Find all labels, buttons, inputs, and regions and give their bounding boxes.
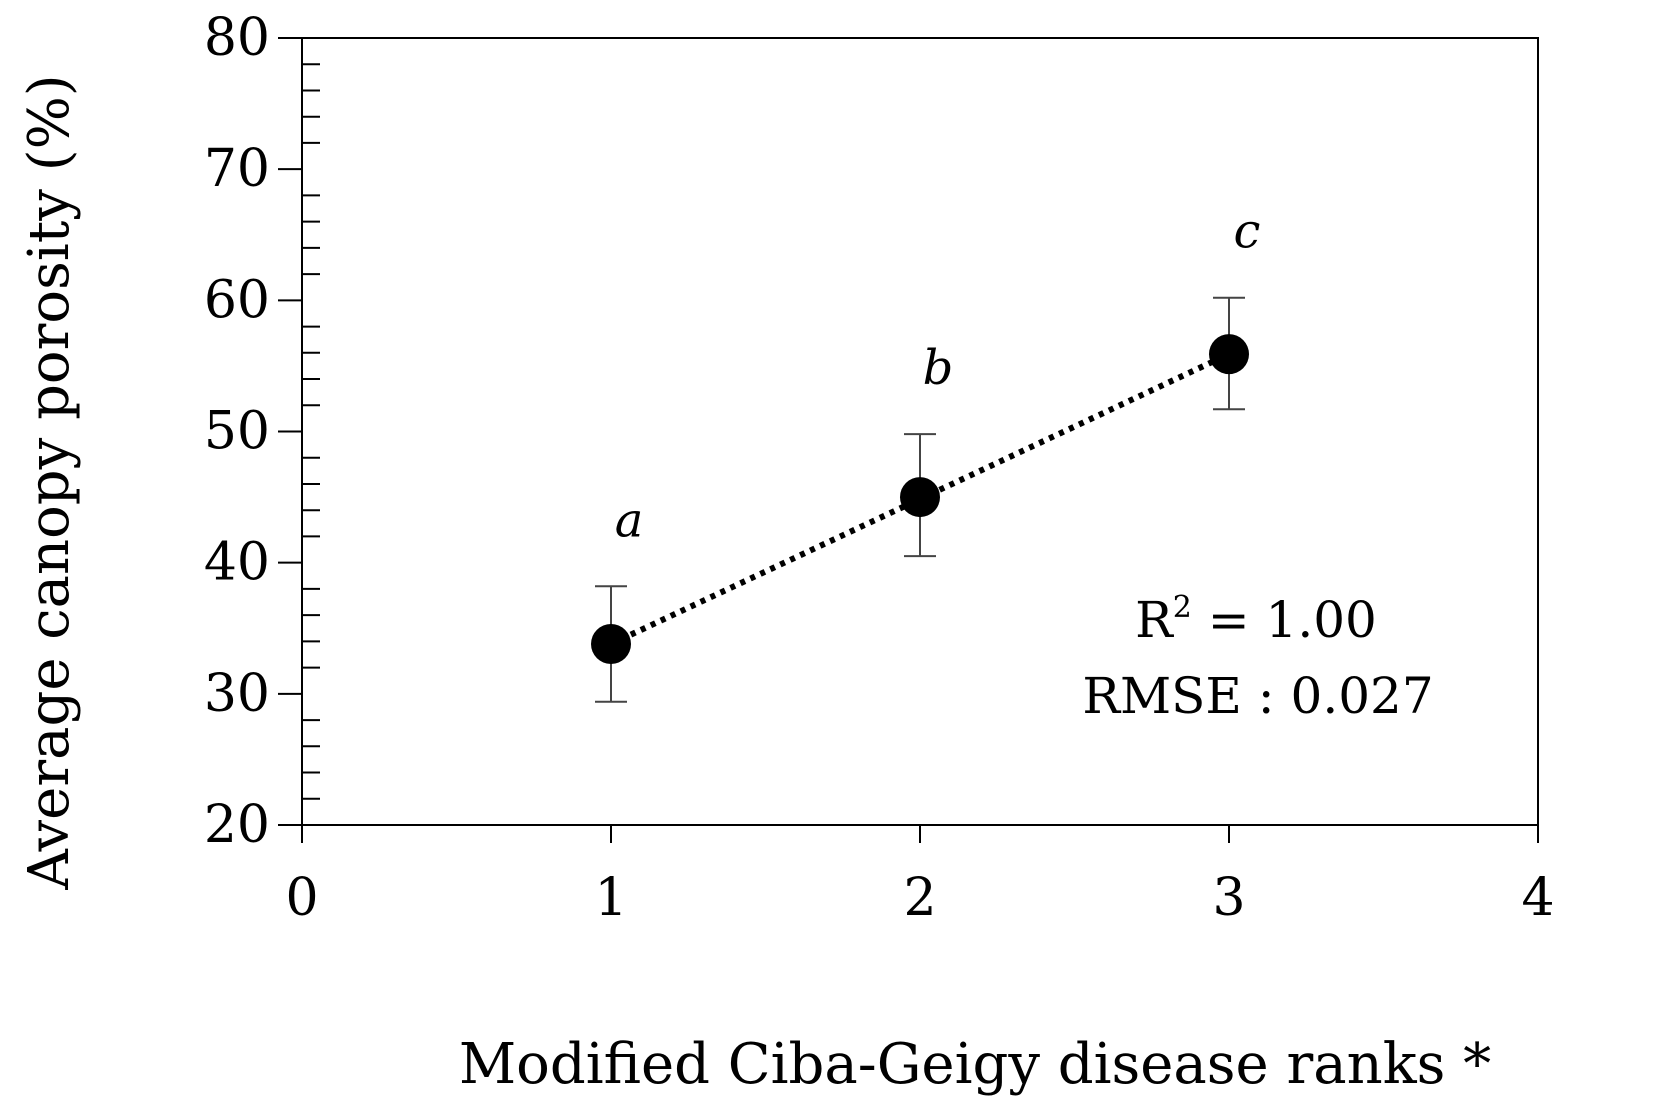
x-tick-label: 3	[1212, 868, 1245, 928]
ticks-group: 20 30 40 50 60 70 80 0 1 2 3 4	[204, 8, 1555, 928]
rmse-annotation: RMSE : 0.027	[1082, 667, 1433, 725]
y-tick-label: 20	[204, 795, 270, 855]
r-squared-prefix: R	[1135, 591, 1174, 649]
y-tick-label: 80	[204, 8, 270, 68]
y-tick-label: 30	[204, 664, 270, 724]
x-tick-label: 0	[285, 868, 318, 928]
r-squared-superscript: 2	[1173, 590, 1192, 625]
y-tick-label: 60	[204, 270, 270, 330]
x-tick-label: 2	[903, 868, 936, 928]
y-tick-label: 50	[204, 402, 270, 462]
y-tick-label: 40	[204, 533, 270, 593]
significance-letter: a	[615, 492, 644, 548]
r-squared-annotation: R2 = 1.00	[1135, 590, 1377, 649]
x-axis-title: Modified Ciba-Geigy disease ranks *	[459, 1032, 1491, 1097]
y-tick-label: 70	[204, 139, 270, 199]
data-point	[591, 623, 631, 664]
x-tick-label: 1	[594, 868, 627, 928]
data-points-group: a b c	[591, 204, 1261, 703]
r-squared-value: = 1.00	[1192, 591, 1377, 649]
significance-letter: b	[923, 340, 954, 396]
data-point	[900, 477, 940, 518]
y-axis-title: Average canopy porosity (%)	[17, 74, 82, 890]
significance-letter: c	[1234, 204, 1261, 260]
data-point	[1209, 334, 1249, 375]
x-tick-label: 4	[1521, 868, 1554, 928]
